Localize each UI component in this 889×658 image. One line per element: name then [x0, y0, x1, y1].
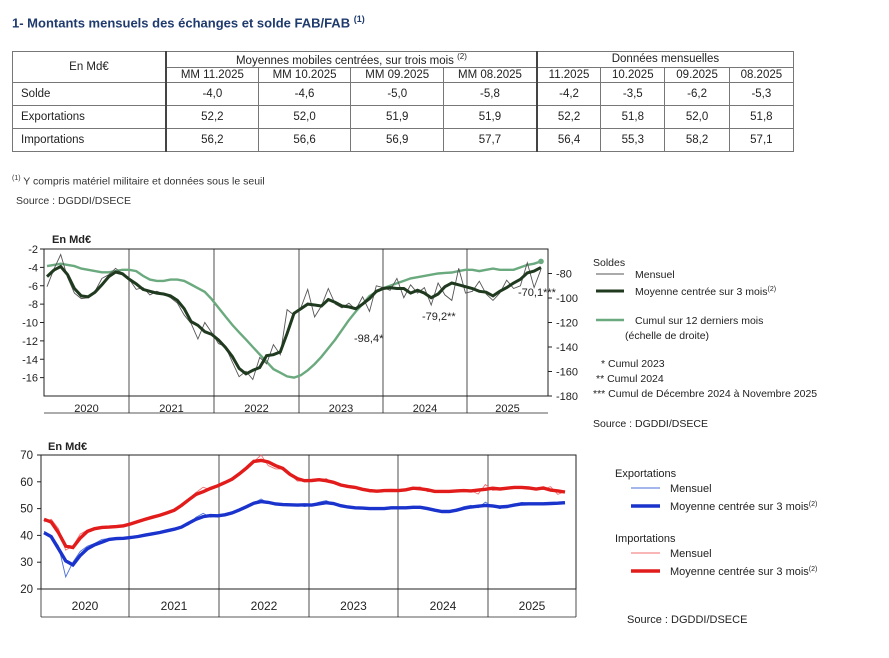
table-cell: 52,0	[664, 104, 730, 129]
chart1-annotation-2023: -98,4*	[354, 333, 384, 345]
chart1-y-tick-label: -4	[28, 262, 38, 274]
chart1-x-tick-label: 2024	[413, 403, 437, 415]
table-row: Solde -4,0 -4,6 -5,0 -5,8 -4,2 -3,5 -6,2 -5,3	[12, 81, 795, 106]
chart1-legend-title: Soldes	[593, 257, 625, 269]
chart2-y-tick-label: 30	[20, 557, 33, 569]
chart2-x-tick-label: 2024	[430, 599, 457, 613]
chart2-legend-label: Mensuel	[670, 548, 712, 560]
trade-table: En Md€ Moyennes mobiles centrées, sur tr…	[12, 51, 795, 152]
chart1-note: * Cumul 2023	[601, 358, 665, 370]
chart1-y-tick-label: -12	[22, 336, 38, 348]
chart1-x-tick-label: 2022	[244, 403, 268, 415]
chart1-series-cumul	[46, 260, 542, 379]
chart1-x-tick-label: 2023	[329, 403, 353, 415]
group-moving-average: Moyennes mobiles centrées, sur trois moi…	[165, 51, 538, 68]
column-header: 10.2025	[600, 66, 666, 83]
table-cell: 51,8	[728, 104, 795, 129]
column-header: MM 09.2025	[350, 66, 445, 83]
chart1-unit-label: En Md€	[52, 234, 91, 246]
title-note: (1)	[353, 14, 365, 24]
chart2-y-tick-label: 50	[20, 504, 33, 516]
chart1-y2-tick-label: -120	[556, 318, 578, 330]
table-cell: 57,1	[728, 127, 795, 152]
chart1-legend-label: Mensuel	[635, 269, 675, 281]
table-cell: -4,6	[257, 81, 352, 106]
chart2-y-tick-label: 20	[20, 584, 33, 596]
chart2-series-exports-moving-average	[43, 499, 566, 568]
chart2-x-tick-label: 2022	[251, 599, 278, 613]
table-cell: 52,2	[535, 104, 602, 129]
table-source: Source : DGDDI/DSECE	[16, 195, 131, 207]
chart2-source: Source : DGDDI/DSECE	[627, 614, 747, 626]
table-cell: 56,4	[535, 127, 602, 152]
chart1-legend-label: Cumul sur 12 derniers mois	[635, 315, 763, 327]
chart1-legend-label: (échelle de droite)	[625, 330, 709, 342]
table-cell: 56,9	[350, 127, 445, 152]
table-cell: -4,2	[535, 81, 602, 106]
chart1-y-tick-label: -2	[28, 244, 38, 256]
chart2-x-tick-label: 2020	[72, 599, 99, 613]
table-cell: 56,2	[164, 127, 259, 152]
chart2-legend-label: Mensuel	[670, 483, 712, 495]
column-header: 11.2025	[535, 66, 602, 83]
chart1-legend-label: Moyenne centrée sur 3 mois(2)	[635, 286, 776, 298]
chart1-y-tick-label: -8	[28, 299, 38, 311]
chart2-legend-label: Moyenne centrée sur 3 mois(2)	[670, 501, 817, 513]
chart2-x-tick-label: 2021	[161, 599, 188, 613]
table-cell: -5,3	[728, 81, 795, 106]
chart1-note: *** Cumul de Décembre 2024 à Novembre 20…	[593, 388, 817, 400]
chart2-y-tick-label: 40	[20, 530, 33, 542]
row-label: Importations	[12, 127, 167, 152]
chart1-y-tick-label: -16	[22, 373, 38, 385]
chart1-series-moving-average	[45, 264, 542, 376]
chart1-annotation-2025: -70,1***	[518, 287, 557, 299]
chart2-frame	[40, 454, 577, 590]
chart2-unit-label: En Md€	[48, 441, 87, 453]
chart1-y2-tick-label: -140	[556, 342, 578, 354]
chart1-x-tick-label: 2025	[495, 403, 519, 415]
chart1-y2-tick-label: -100	[556, 293, 578, 305]
table-cell: 51,9	[350, 104, 445, 129]
chart2-series-imports-moving-average	[43, 458, 566, 550]
table-cell: 58,2	[664, 127, 730, 152]
chart1-cumul-endpoint	[538, 258, 544, 265]
row-label: Exportations	[12, 104, 167, 129]
chart1-x-tick-label: 2021	[159, 403, 183, 415]
chart2-x-tick-label: 2023	[340, 599, 367, 613]
column-header: 08.2025	[728, 66, 795, 83]
table-cell: -5,8	[443, 81, 538, 106]
page-title: 1- Montants mensuels des échanges et sol…	[12, 14, 365, 31]
chart1-source: Source : DGDDI/DSECE	[593, 418, 708, 430]
footnote: (1) Y compris matériel militaire et donn…	[12, 175, 265, 188]
chart1-note: ** Cumul 2024	[596, 373, 664, 385]
chart1-y2-tick-label: -80	[556, 269, 572, 281]
chart2-legend-title: Exportations	[615, 468, 677, 480]
chart2-y-tick-label: 60	[20, 477, 33, 489]
chart2-y-tick-label: 70	[20, 450, 33, 462]
table-corner: En Md€	[12, 51, 167, 83]
chart1-y-tick-label: -10	[22, 318, 38, 330]
chart1-x-tick-label: 2020	[74, 403, 98, 415]
row-label: Solde	[12, 81, 167, 106]
chart1-y2-tick-label: -180	[556, 391, 578, 403]
chart1-y-tick-label: -6	[28, 281, 38, 293]
chart1-annotation-2024: -79,2**	[422, 311, 456, 323]
table-row: Importations 56,2 56,6 56,9 57,7 56,4 55,3 58,2…	[12, 127, 795, 152]
column-header: MM 11.2025	[164, 66, 259, 83]
table-cell: 52,0	[257, 104, 352, 129]
chart2-legend-label: Moyenne centrée sur 3 mois(2)	[670, 566, 817, 578]
table-row: Exportations 52,2 52,0 51,9 51,9 52,2 51,8 52,0…	[12, 104, 795, 129]
chart2-x-tick-label: 2025	[519, 599, 546, 613]
chart1-y-tick-label: -14	[22, 354, 38, 366]
chart1-y2-tick-label: -160	[556, 367, 578, 379]
chart2-legend-title: Importations	[615, 533, 676, 545]
